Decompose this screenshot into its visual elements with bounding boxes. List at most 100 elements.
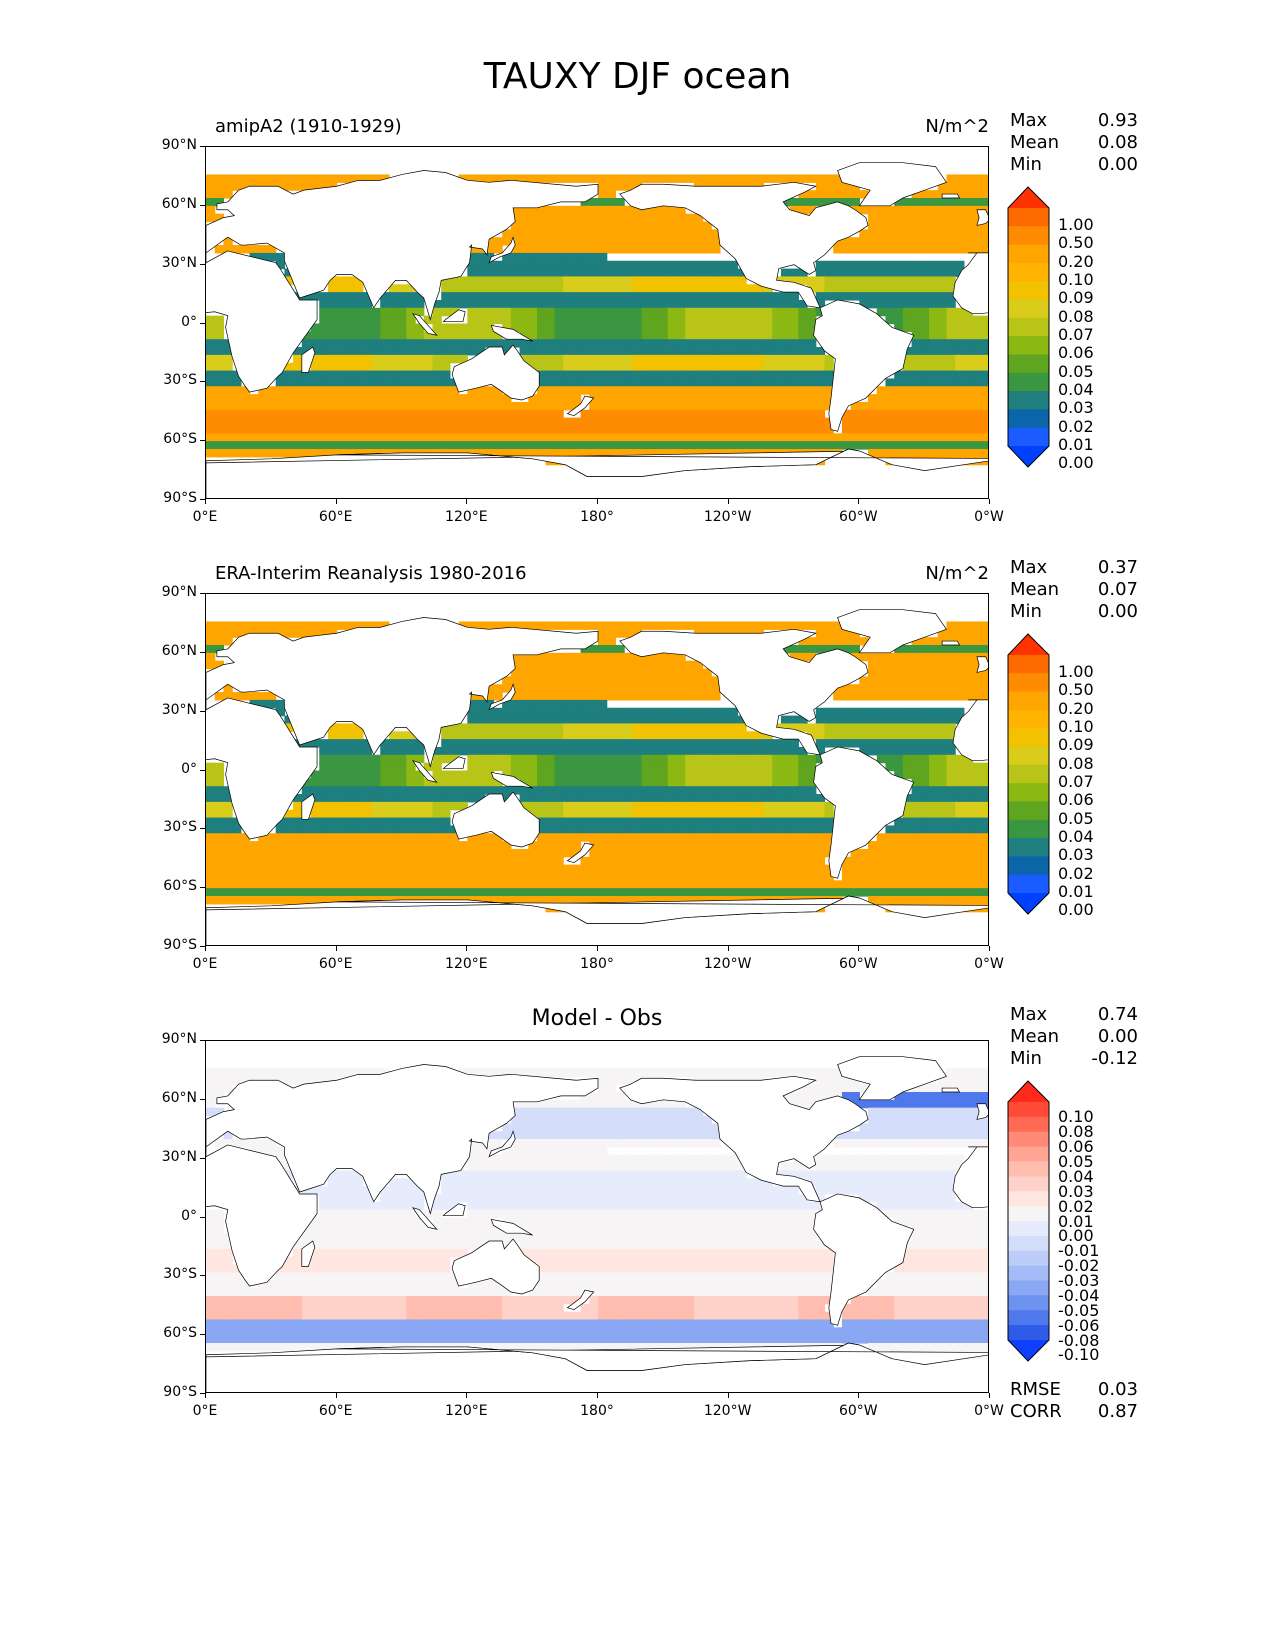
land-polygon (566, 395, 595, 417)
land-polygon (412, 1207, 438, 1230)
stat-row: Max 0.37 (1010, 557, 1138, 579)
colorbar-segment (1008, 409, 1049, 429)
colorbar-tick-label: 0.07 (1058, 772, 1094, 791)
y-tick-label: 90°N (161, 1031, 197, 1047)
colorbar-segment (1008, 1250, 1049, 1267)
colorbar-segment (1008, 746, 1049, 766)
colorbar-tick-label: 0.03 (1058, 845, 1094, 865)
colorbar-segment (1008, 281, 1049, 301)
colorbar-segment (1008, 673, 1049, 693)
colorbar-segment (1008, 262, 1049, 282)
colorbar-segment (1008, 1310, 1049, 1326)
colorbar-tick-label: -0.04 (1058, 1285, 1100, 1305)
y-tick-mark (200, 1275, 205, 1277)
land-polygon (837, 162, 947, 207)
stat-row: Mean 0.07 (1010, 579, 1138, 601)
colorbar-tick-label: 0.10 (1058, 270, 1094, 290)
y-tick-label: 60°S (163, 431, 197, 448)
colorbar-segment (1008, 1116, 1049, 1133)
stat-value: 0.00 (1097, 154, 1138, 175)
colorbar-tick-label: -0.02 (1058, 1256, 1100, 1276)
colorbar-segment (1008, 874, 1049, 894)
stat-name: Mean (1010, 1026, 1060, 1047)
colorbar-tick-label: -0.01 (1058, 1241, 1100, 1261)
land-polygon (451, 1238, 540, 1295)
x-tick-label: 0°W (974, 1403, 1004, 1419)
land-polygon (941, 193, 961, 199)
panel-label: amipA2 (1910-1929) (215, 116, 402, 137)
y-tick-label: 30°S (163, 372, 197, 389)
colorbar-tick-label: 0.01 (1058, 1211, 1094, 1231)
stat-row: Mean 0.00 (1010, 1026, 1138, 1048)
land-polygon (336, 448, 988, 477)
stat-value: 0.07 (1097, 579, 1138, 600)
y-tick-label: 60°S (163, 878, 197, 895)
land-polygon (490, 1219, 533, 1236)
y-tick-label: 60°S (163, 1325, 197, 1342)
stat-value: 0.87 (1097, 1401, 1138, 1422)
land-polygon (619, 181, 869, 309)
x-tick-mark (858, 946, 860, 951)
y-tick-mark (200, 887, 205, 889)
stat-row: Mean 0.08 (1010, 132, 1138, 154)
land-polygon (813, 1193, 915, 1326)
y-tick-mark (200, 1393, 205, 1394)
land-polygon (813, 746, 915, 879)
y-tick-label: 90°S (163, 490, 197, 506)
colorbar-tick-label: -0.08 (1058, 1330, 1100, 1350)
colorbar-segment (1008, 1161, 1049, 1177)
land-polygon (952, 1146, 988, 1209)
land-polygon (952, 699, 988, 762)
stat-name: Max (1010, 1004, 1048, 1025)
stats-block: Max 0.74 Mean 0.00 Min -0.12 (1010, 1004, 1138, 1070)
map-panel (205, 146, 989, 499)
stat-row: Max 0.93 (1010, 110, 1138, 132)
colorbar-extend-min (1008, 446, 1049, 467)
colorbar-tick-label: 0.02 (1058, 416, 1094, 436)
land-polygon (976, 209, 988, 226)
map-svg (206, 609, 988, 945)
y-tick-mark (200, 204, 205, 206)
colorbar-segment (1008, 655, 1049, 674)
stats-block: Max 0.37 Mean 0.07 Min 0.00 (1010, 557, 1138, 623)
x-tick-mark (858, 1393, 860, 1398)
x-tick-label: 60°W (838, 1403, 878, 1419)
x-tick-mark (989, 499, 990, 504)
x-tick-mark (466, 499, 468, 504)
colorbar-segment (1008, 1102, 1049, 1118)
y-tick-mark (200, 440, 205, 442)
panel-label: ERA-Interim Reanalysis 1980-2016 (215, 563, 527, 584)
colorbar-segment (1008, 728, 1049, 748)
colorbar-segment (1008, 317, 1049, 337)
colorbar-tick-label: 0.06 (1058, 790, 1094, 810)
panel-units: N/m^2 (925, 563, 989, 584)
land-polygon (451, 791, 540, 848)
y-tick-mark (200, 1157, 205, 1159)
y-tick-label: 30°S (163, 819, 197, 836)
stat-name: Min (1010, 601, 1042, 622)
colorbar-tick-label: 0.04 (1058, 379, 1094, 399)
colorbar-segment (1008, 1235, 1049, 1252)
land-polygon (566, 1289, 595, 1311)
land-polygon (206, 1144, 318, 1287)
stat-row: RMSE 0.03 (1010, 1379, 1138, 1401)
colorbar-tick-label: 1.00 (1058, 215, 1094, 235)
land-polygon (490, 325, 533, 342)
colorbar-tick-label: 0.08 (1058, 753, 1094, 773)
stat-name: Min (1010, 1048, 1042, 1069)
stat-value: 0.08 (1097, 132, 1138, 153)
stats-block: Max 0.93 Mean 0.08 Min 0.00 (1010, 110, 1138, 176)
land-polygon (442, 309, 466, 322)
y-tick-label: 30°N (161, 1148, 197, 1165)
colorbar (1007, 633, 1050, 915)
coastlines (206, 1056, 988, 1392)
y-tick-mark (200, 769, 205, 771)
land-polygon (451, 344, 540, 401)
x-tick-label: 0°E (192, 956, 218, 972)
land-polygon (412, 760, 438, 783)
colorbar-extend-max (1008, 1081, 1049, 1102)
land-polygon (837, 609, 947, 654)
colorbar-segment (1008, 801, 1049, 821)
land-polygon (206, 250, 318, 393)
x-tick-mark (727, 499, 729, 504)
